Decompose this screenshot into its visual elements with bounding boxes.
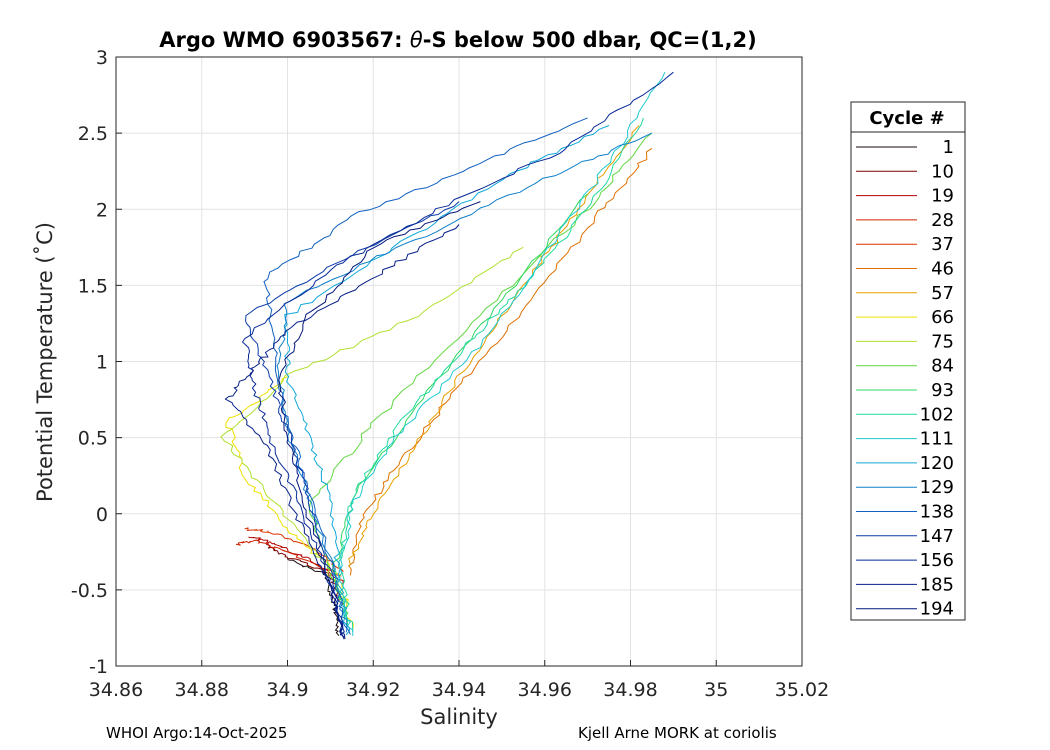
x-tick-label: 34.94 — [432, 679, 486, 701]
legend-box — [850, 101, 966, 621]
axis-ticks: 34.86 34.88 34.9 34.92 34.94 34.96 34.98 35 35.0… — [71, 47, 829, 701]
y-tick-label: 0 — [96, 504, 108, 526]
y-tick-label: 1 — [96, 352, 108, 374]
y-tick-label: 1.5 — [78, 275, 108, 297]
legend-title: Cycle # — [869, 108, 944, 129]
y-tick-label: -1 — [89, 656, 108, 678]
legend-entry-label: 28 — [931, 210, 954, 231]
footer-left: WHOI Argo:14-Oct-2025 — [106, 724, 288, 742]
y-axis-label: Potential Temperature (˚C) — [33, 222, 57, 502]
legend-entry-label: 111 — [920, 429, 954, 450]
legend-entry-label: 57 — [931, 283, 954, 304]
y-tick-label: 2 — [96, 199, 108, 221]
x-tick-label: 34.9 — [266, 679, 308, 701]
legend-entry-label: 120 — [920, 453, 954, 474]
series-line-cycle-156 — [242, 71, 674, 638]
series-line-cycle-147 — [245, 201, 460, 636]
legend-entry-label: 129 — [920, 477, 954, 498]
chart-title: Argo WMO 6903567: θ-S below 500 dbar, QC… — [159, 28, 756, 52]
legend-entry-label: 75 — [931, 331, 954, 352]
footer-right: Kjell Arne MORK at coriolis — [578, 724, 777, 742]
series-layer — [220, 71, 674, 640]
series-line-cycle-57 — [348, 125, 640, 567]
chart-title-suffix: -S below 500 dbar, QC=(1,2) — [423, 28, 757, 52]
legend-entry-label: 156 — [920, 550, 954, 571]
legend: Cycle # 1 10 19 28 37 46 57 66 75 84 93 102 111 120 12… — [850, 101, 966, 621]
chart-title-prefix: Argo WMO 6903567: — [159, 28, 410, 52]
chart-title-theta: θ — [410, 28, 423, 52]
series-line-cycle-111 — [337, 72, 666, 636]
x-tick-label: 35 — [704, 679, 728, 701]
x-tick-label: 34.86 — [89, 679, 143, 701]
y-tick-label: 3 — [96, 47, 108, 69]
legend-entry-label: 138 — [920, 502, 954, 523]
y-tick-label: 2.5 — [78, 123, 108, 145]
series-line-cycle-28 — [235, 539, 342, 577]
series-line-cycle-138 — [263, 117, 588, 635]
x-tick-label: 34.92 — [346, 679, 400, 701]
series-line-cycle-185 — [224, 224, 460, 640]
x-tick-label: 35.02 — [775, 679, 829, 701]
x-tick-label: 34.98 — [603, 679, 657, 701]
series-line-cycle-46 — [348, 147, 653, 576]
series-line-cycle-194 — [278, 201, 481, 640]
legend-entry-label: 1 — [943, 137, 954, 158]
y-tick-label: 0.5 — [78, 428, 108, 450]
y-tick-label: -0.5 — [71, 580, 108, 602]
legend-entry-label: 19 — [931, 186, 954, 207]
legend-entry-label: 194 — [920, 599, 954, 620]
legend-entry-label: 84 — [931, 356, 954, 377]
legend-entry-label: 147 — [920, 526, 954, 547]
legend-entry-label: 10 — [931, 161, 954, 182]
x-axis-label: Salinity — [420, 705, 498, 729]
legend-entry-label: 66 — [931, 307, 954, 328]
x-tick-label: 34.88 — [175, 679, 229, 701]
series-line-cycle-129 — [276, 132, 653, 633]
series-line-cycle-37 — [244, 527, 344, 572]
series-line-cycle-84 — [308, 132, 653, 620]
x-tick-label: 34.96 — [518, 679, 572, 701]
legend-entry-label: 185 — [920, 574, 954, 595]
series-line-cycle-120 — [284, 125, 610, 636]
legend-entry-label: 93 — [931, 380, 954, 401]
legend-entry-label: 102 — [920, 404, 954, 425]
series-line-cycle-102 — [337, 117, 644, 632]
legend-entry-label: 46 — [931, 259, 954, 280]
legend-entry-label: 37 — [931, 234, 954, 255]
